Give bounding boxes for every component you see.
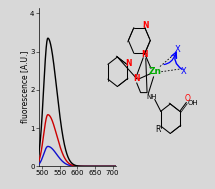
Y-axis label: fluorescence [A.U.]: fluorescence [A.U.] bbox=[20, 51, 29, 123]
Text: OH: OH bbox=[188, 100, 199, 106]
Text: N: N bbox=[134, 74, 140, 83]
Text: O: O bbox=[185, 94, 190, 103]
Text: N: N bbox=[125, 59, 132, 67]
Text: N: N bbox=[141, 50, 148, 59]
Text: NH: NH bbox=[146, 94, 157, 100]
Text: N: N bbox=[143, 21, 149, 30]
Text: X: X bbox=[175, 45, 181, 54]
Text: Zn: Zn bbox=[148, 67, 161, 76]
Text: X: X bbox=[180, 67, 186, 76]
Text: R: R bbox=[155, 125, 161, 135]
